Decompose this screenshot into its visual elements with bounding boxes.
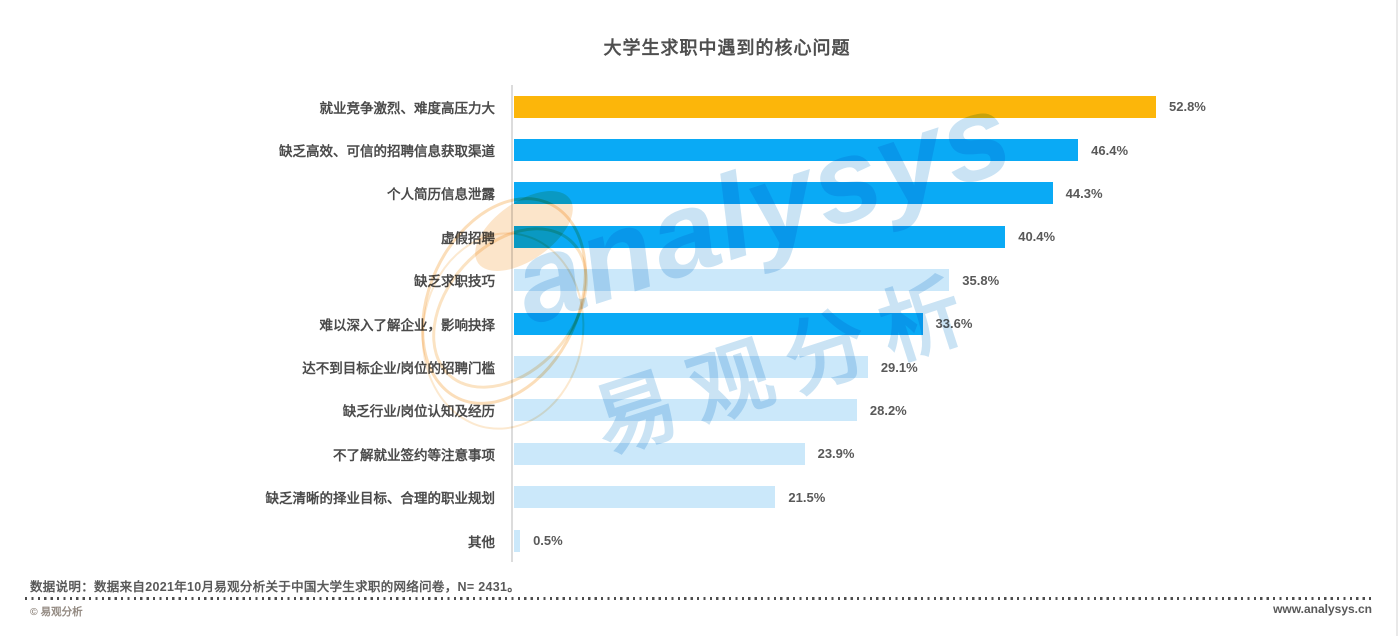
value-label: 0.5% [533,533,563,549]
chart-row: 其他 0.5% [25,518,1373,563]
value-label: 44.3% [1065,185,1103,201]
plot-area: 23.9% [511,432,1373,476]
chart-row: 个人简历信息泄露 44.3% [25,171,1373,216]
bar [514,442,805,465]
chart-row: 缺乏行业/岗位认知及经历 28.2% [25,388,1373,433]
plot-area: 46.4% [511,128,1373,172]
plot-area: 35.8% [511,258,1373,302]
value-label: 33.6% [935,316,973,332]
chart-row: 缺乏高效、可信的招聘信息获取渠道 46.4% [25,128,1373,172]
chart-row: 缺乏清晰的择业目标、合理的职业规划 21.5% [25,475,1373,519]
bar [514,225,1006,248]
plot-area: 44.3% [511,171,1373,216]
data-source-note: 数据说明：数据来自2021年10月易观分析关于中国大学生求职的网络问卷，N= 2… [30,580,521,594]
category-label: 其他 [468,534,495,550]
chart-row: 不了解就业签约等注意事项 23.9% [25,432,1373,476]
plot-area: 21.5% [511,475,1373,519]
page-edge [1396,0,1398,636]
bar [514,139,1079,162]
value-label: 40.4% [1018,229,1056,245]
category-label: 缺乏行业/岗位认知及经历 [342,404,495,420]
category-label: 达不到目标企业/岗位的招聘门槛 [302,361,495,377]
chart-row: 就业竞争激烈、难度高压力大 52.8% [25,85,1373,129]
category-label: 不了解就业签约等注意事项 [333,447,495,463]
plot-area: 0.5% [511,518,1373,563]
copyright-label: © 易观分析 [30,606,83,618]
plot-area: 52.8% [511,85,1373,129]
bar [514,486,776,509]
value-label: 23.9% [817,446,855,462]
chart-row: 虚假招聘 40.4% [25,215,1373,259]
category-label: 就业竞争激烈、难度高压力大 [319,100,496,116]
category-label: 个人简历信息泄露 [387,187,495,203]
bar [514,312,923,335]
chart-rows: 就业竞争激烈、难度高压力大 52.8% 缺乏高效、可信的招聘信息获取渠道 46.4% 个… [25,85,1373,563]
website-label: www.analysys.cn [1273,602,1372,616]
chart-row: 达不到目标企业/岗位的招聘门槛 29.1% [25,345,1373,389]
category-label: 虚假招聘 [441,230,495,246]
bar [514,399,857,422]
bar [514,182,1053,205]
bar [514,95,1156,118]
value-label: 29.1% [880,359,918,375]
category-label: 缺乏清晰的择业目标、合理的职业规划 [265,491,496,507]
bar [514,529,521,552]
category-label: 缺乏求职技巧 [414,274,495,290]
category-label: 难以深入了解企业，影响抉择 [319,317,496,333]
value-label: 52.8% [1169,99,1206,115]
value-label: 28.2% [869,402,907,418]
value-label: 46.4% [1091,142,1129,158]
bar-chart: 就业竞争激烈、难度高压力大 52.8% 缺乏高效、可信的招聘信息获取渠道 46.4% 个… [25,85,1373,563]
plot-area: 28.2% [511,388,1373,433]
bar [514,356,868,379]
plot-area: 33.6% [511,301,1373,346]
chart-title: 大学生求职中遇到的核心问题 [603,38,851,58]
dotted-divider [25,597,1375,600]
category-label: 缺乏高效、可信的招聘信息获取渠道 [279,144,495,160]
bar [514,269,950,292]
plot-area: 29.1% [511,345,1373,389]
plot-area: 40.4% [511,215,1373,259]
chart-row: 难以深入了解企业，影响抉择 33.6% [25,301,1373,346]
value-label: 21.5% [788,489,826,505]
chart-row: 缺乏求职技巧 35.8% [25,258,1373,302]
value-label: 35.8% [962,272,1000,288]
